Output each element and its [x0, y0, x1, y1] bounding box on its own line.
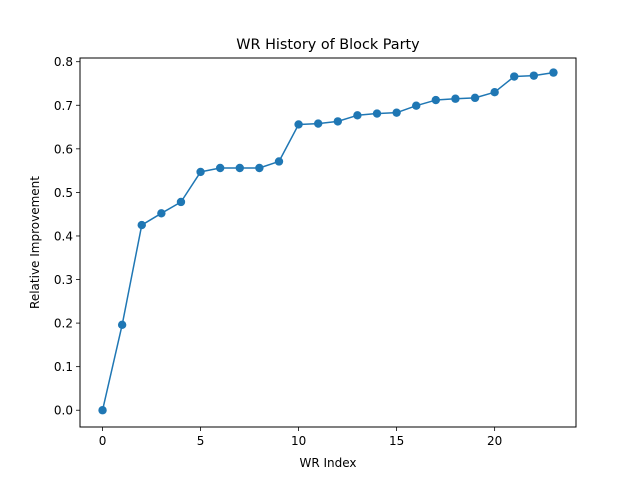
data-point	[117, 320, 127, 330]
data-point	[294, 120, 303, 129]
data-point	[353, 111, 362, 120]
y-tick-label: 0.1	[54, 360, 73, 374]
x-tick-label: 20	[487, 434, 502, 448]
data-point	[392, 108, 401, 117]
data-point	[372, 109, 382, 118]
y-tick-label: 0.5	[54, 186, 73, 200]
chart-title: WR History of Block Party	[236, 37, 420, 53]
data-point	[431, 95, 441, 105]
series-group	[98, 68, 558, 415]
data-point	[137, 220, 146, 230]
y-tick-label: 0.0	[54, 404, 73, 418]
data-point	[176, 197, 186, 207]
x-tick-label: 15	[389, 434, 404, 448]
y-tick-label: 0.3	[54, 273, 73, 287]
data-point	[490, 87, 499, 97]
y-tick-label: 0.6	[54, 142, 73, 156]
data-point	[333, 117, 343, 126]
data-point	[98, 406, 107, 415]
data-point	[235, 163, 244, 173]
data-point	[196, 167, 205, 177]
y-axis-label: Relative Improvement	[28, 176, 42, 309]
x-tick-label: 0	[99, 434, 107, 448]
data-point	[412, 101, 421, 110]
data-point	[157, 209, 166, 218]
data-point	[529, 71, 539, 80]
y-tick-label: 0.2	[54, 317, 73, 331]
x-tick-label: 10	[291, 434, 306, 448]
data-point	[274, 157, 284, 166]
data-point	[215, 163, 225, 173]
data-point	[313, 119, 323, 128]
x-axis-label: WR Index	[299, 456, 356, 470]
y-tick-label: 0.7	[54, 99, 73, 113]
plot-frame	[79, 57, 577, 428]
data-point	[549, 68, 558, 77]
data-point	[510, 72, 519, 81]
y-tick-label: 0.8	[54, 55, 73, 69]
y-tick-label: 0.4	[54, 229, 73, 243]
data-point	[451, 94, 460, 103]
axes-group: 0 5 10 15 20 0.0 0.1 0.2 0.3 0.4 0.5 0.6 0.7 0.8	[54, 55, 502, 448]
data-point	[470, 93, 480, 103]
x-tick-label: 5	[197, 434, 205, 448]
data-point	[255, 163, 264, 173]
